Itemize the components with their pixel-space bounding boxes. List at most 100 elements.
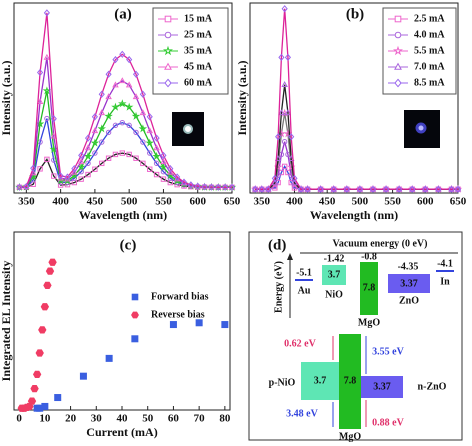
marker bbox=[16, 183, 23, 191]
arrow-head bbox=[287, 253, 293, 260]
marker bbox=[45, 267, 55, 275]
marker bbox=[37, 166, 43, 172]
material: In bbox=[440, 276, 450, 287]
x-tick-label: 350 bbox=[18, 196, 35, 208]
legend-marker bbox=[394, 62, 402, 70]
marker bbox=[167, 168, 174, 175]
marker bbox=[36, 68, 44, 77]
vacuum-label: Vacuum energy (0 eV) bbox=[333, 238, 428, 249]
marker bbox=[146, 113, 153, 121]
marker bbox=[160, 169, 167, 175]
legend-label: 45 mA bbox=[184, 61, 213, 72]
marker bbox=[112, 81, 119, 88]
marker bbox=[422, 185, 429, 193]
x-tick-label: 600 bbox=[417, 196, 434, 208]
marker bbox=[133, 129, 139, 136]
marker bbox=[119, 50, 126, 58]
material: NiO bbox=[325, 289, 343, 300]
marker bbox=[105, 129, 112, 136]
panel-title: (d) bbox=[268, 237, 286, 253]
marker bbox=[119, 120, 126, 126]
legend-label: 15 mA bbox=[184, 13, 213, 24]
series-line bbox=[255, 141, 458, 190]
marker bbox=[105, 93, 112, 100]
level-value: -0.8 bbox=[361, 251, 377, 262]
legend-label: Forward bias bbox=[151, 291, 209, 302]
panel-title: (b) bbox=[346, 6, 364, 22]
legend-marker bbox=[164, 31, 172, 39]
marker bbox=[42, 86, 52, 95]
marker bbox=[111, 102, 120, 111]
marker bbox=[64, 173, 71, 181]
marker bbox=[126, 122, 132, 129]
marker bbox=[159, 162, 168, 171]
level-value: -4.35 bbox=[398, 261, 419, 272]
marker bbox=[77, 158, 85, 165]
marker bbox=[38, 326, 47, 334]
legend-label: 5.5 mA bbox=[414, 45, 445, 56]
band-box bbox=[322, 265, 346, 285]
marker bbox=[288, 133, 295, 141]
marker bbox=[187, 181, 194, 189]
marker bbox=[30, 385, 39, 393]
marker bbox=[435, 185, 442, 193]
marker bbox=[51, 173, 57, 179]
marker bbox=[153, 144, 160, 151]
x-tick-label: 650 bbox=[224, 196, 241, 208]
marker bbox=[97, 124, 106, 133]
marker bbox=[132, 93, 140, 100]
marker bbox=[119, 77, 126, 84]
marker bbox=[23, 182, 30, 191]
marker bbox=[84, 144, 92, 151]
legend-marker bbox=[131, 293, 139, 301]
marker bbox=[98, 90, 105, 98]
x-tick-label: 500 bbox=[352, 196, 369, 208]
marker bbox=[50, 115, 57, 123]
marker bbox=[284, 109, 292, 116]
marker bbox=[84, 134, 92, 142]
legend-marker bbox=[131, 311, 139, 319]
legend-marker bbox=[394, 78, 402, 88]
marker bbox=[140, 139, 146, 145]
legend-marker bbox=[164, 78, 172, 88]
x-tick-label: 10 bbox=[39, 413, 51, 425]
marker bbox=[201, 183, 208, 191]
marker bbox=[195, 319, 203, 327]
offset-label: 0.88 eV bbox=[372, 417, 404, 428]
marker bbox=[278, 109, 285, 116]
marker bbox=[104, 111, 113, 120]
marker bbox=[41, 402, 49, 410]
panel-title: (c) bbox=[120, 237, 137, 253]
marker bbox=[147, 150, 153, 156]
marker bbox=[396, 185, 403, 193]
material: MgO bbox=[358, 317, 380, 328]
offset-label: 3.55 eV bbox=[372, 346, 404, 357]
marker bbox=[79, 372, 87, 380]
marker bbox=[124, 102, 134, 111]
marker bbox=[145, 138, 154, 147]
marker bbox=[50, 132, 58, 139]
energy-label: Energy (eV) bbox=[273, 261, 284, 313]
marker bbox=[356, 185, 363, 193]
x-tick-label: 0 bbox=[16, 413, 22, 425]
marker bbox=[180, 178, 188, 186]
x-axis-label: Wavelength (nm) bbox=[310, 208, 398, 222]
legend-marker bbox=[163, 45, 173, 56]
series-line bbox=[19, 152, 232, 188]
x-axis-label: Current (mA) bbox=[86, 425, 157, 439]
marker bbox=[152, 151, 161, 160]
marker bbox=[126, 151, 132, 158]
marker bbox=[208, 183, 215, 191]
x-tick-label: 600 bbox=[189, 196, 206, 208]
panel-title: (a) bbox=[114, 6, 132, 22]
marker bbox=[252, 185, 259, 193]
marker bbox=[76, 162, 86, 171]
marker bbox=[153, 134, 160, 142]
marker bbox=[112, 122, 119, 129]
marker bbox=[32, 370, 42, 379]
gap: 3.7 bbox=[314, 375, 327, 386]
marker bbox=[160, 176, 167, 182]
marker bbox=[44, 156, 50, 163]
legend-label: Reverse bias bbox=[151, 309, 205, 320]
